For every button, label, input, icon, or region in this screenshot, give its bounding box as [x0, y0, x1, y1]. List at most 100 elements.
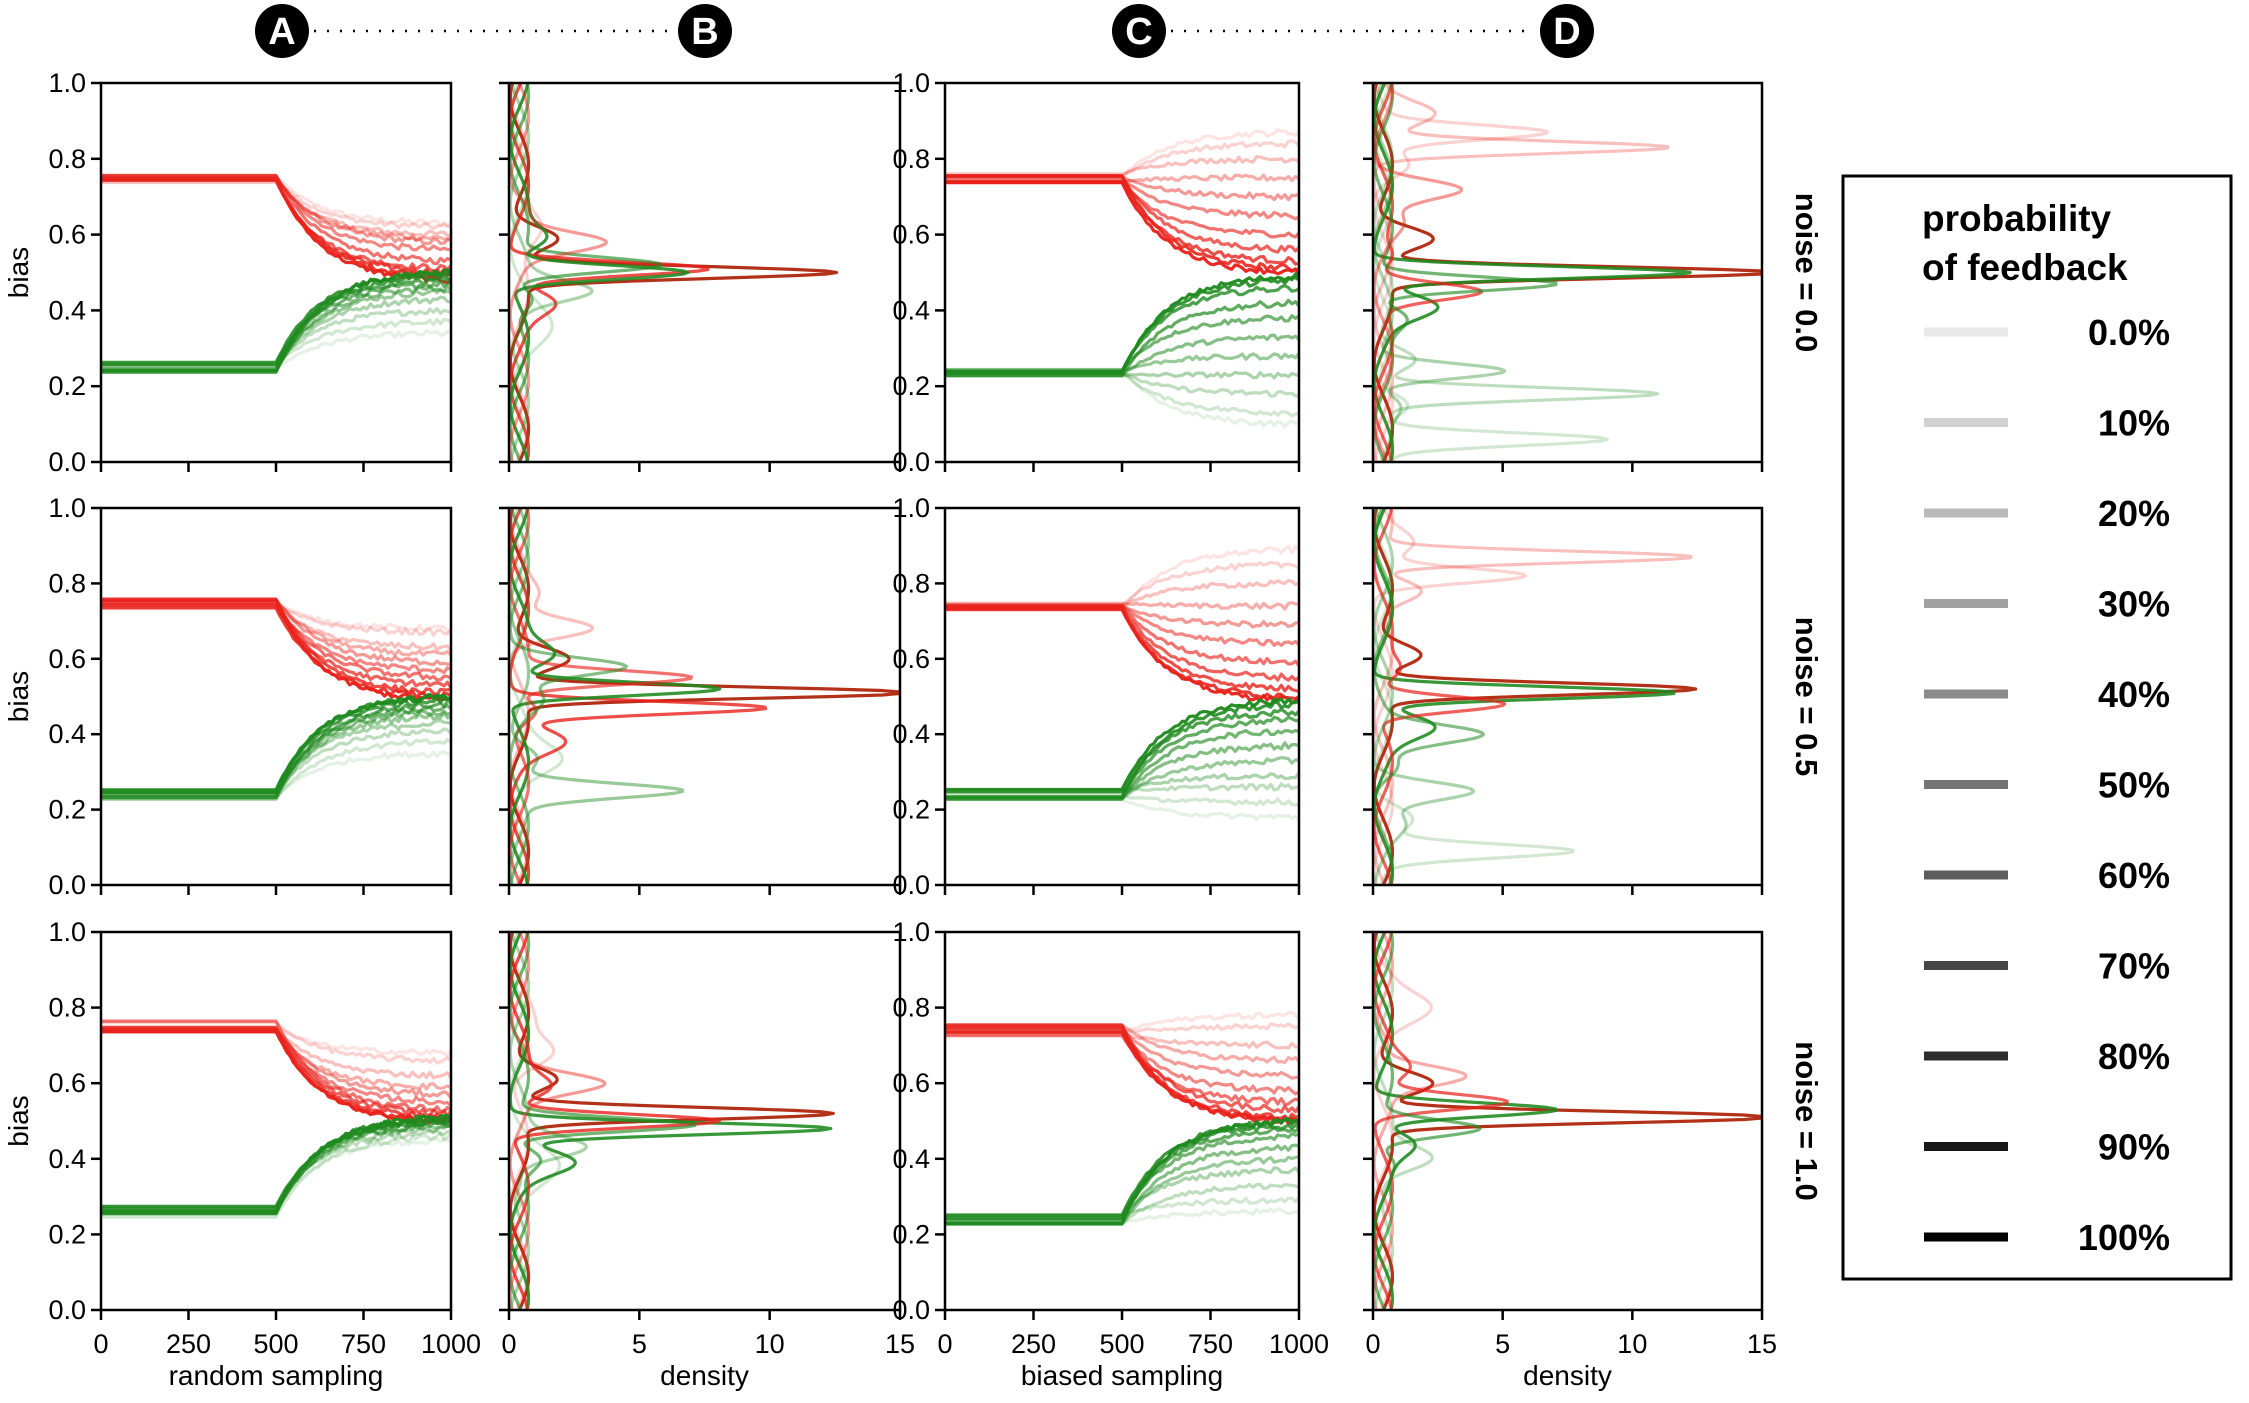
- y-tick-label: 0.2: [892, 795, 930, 825]
- density-red-p40: [1373, 83, 1464, 462]
- trajectory-green-p60: [945, 1132, 1299, 1221]
- trajectory-green-p10: [945, 370, 1299, 418]
- y-tick-label: 0.0: [48, 447, 86, 477]
- trajectory-red-p20: [101, 180, 451, 238]
- density-red-p20: [1373, 508, 1693, 885]
- trajectory-red-p40: [945, 1027, 1299, 1080]
- badge-letter: A: [268, 11, 295, 53]
- y-tick-label: 0.4: [48, 719, 86, 749]
- density-green-p40: [509, 508, 685, 885]
- legend-title-line1: probability: [1922, 198, 2112, 239]
- x-tick-label: 250: [1011, 1329, 1056, 1359]
- trajectory-green-p70: [945, 298, 1299, 378]
- trajectory-red-p10: [945, 139, 1299, 179]
- trajectory-red-p90: [945, 1024, 1299, 1125]
- panel-data: [945, 128, 1299, 429]
- trajectory-red-p10: [101, 1021, 451, 1065]
- legend-label: 90%: [2098, 1127, 2170, 1168]
- x-tick-label: 1000: [1269, 1329, 1329, 1359]
- y-tick-label: 0.4: [892, 1144, 930, 1174]
- trajectory-red-p60: [101, 173, 451, 266]
- legend-entry-8: 80%: [1924, 1036, 2170, 1077]
- trajectory-green-p70: [101, 699, 451, 800]
- x-tick-label: 500: [1099, 1329, 1144, 1359]
- trajectory-red-p40: [945, 604, 1299, 629]
- trajectory-green-p80: [945, 284, 1299, 374]
- y-tick-label: 0.8: [892, 568, 930, 598]
- density-red-p100: [1373, 83, 1762, 462]
- trajectory-green-p40: [945, 756, 1299, 801]
- trajectory-green-p90: [101, 269, 451, 364]
- y-tick-label: 0.8: [892, 144, 930, 174]
- legend-entry-10: 100%: [1924, 1217, 2170, 1258]
- trajectory-green-p30: [945, 1166, 1299, 1217]
- y-axis-label: bias: [3, 247, 34, 298]
- density-green-p60: [509, 83, 663, 462]
- density-red-p10: [1373, 932, 1433, 1310]
- panel-c-row3: 0.0 0.2 0.4 0.6 0.8 1.0 0 250 500 750 1000 biased s…: [892, 917, 1329, 1391]
- y-tick-label: 0.0: [892, 447, 930, 477]
- trajectory-green-p0: [945, 367, 1299, 429]
- density-red-p40: [509, 83, 609, 462]
- trajectory-red-p50: [945, 177, 1299, 221]
- y-tick-label: 0.6: [892, 1068, 930, 1098]
- trajectory-red-p0: [101, 601, 451, 633]
- y-tick-label: 0.6: [892, 220, 930, 250]
- legend: probability of feedback 0.0% 10% 20% 30% 40% 50…: [1841, 174, 2233, 1281]
- trajectory-red-p70: [945, 605, 1299, 682]
- y-tick-label: 0.0: [892, 870, 930, 900]
- trajectory-green-p10: [945, 794, 1299, 807]
- legend-frame: [1841, 174, 2233, 1281]
- legend-label: 60%: [2098, 855, 2170, 896]
- trajectory-green-p100: [101, 693, 451, 792]
- axes-frame: [1371, 930, 1764, 1312]
- density-red-p70: [1373, 932, 1509, 1310]
- trajectory-red-p90: [945, 174, 1299, 273]
- y-tick-label: 0.2: [48, 1219, 86, 1249]
- trajectory-green-p30: [945, 771, 1299, 793]
- density-red-p100: [1373, 508, 1698, 885]
- trajectory-red-p20: [945, 155, 1299, 176]
- trajectory-green-p0: [101, 328, 451, 371]
- badge-a: A: [255, 4, 309, 58]
- badge-letter: D: [1553, 11, 1580, 53]
- density-green-p60: [1373, 932, 1482, 1310]
- density-green-p10: [509, 83, 554, 462]
- y-axis-label: bias: [3, 671, 34, 722]
- density-red-p40: [509, 932, 607, 1310]
- trajectory-red-p40: [101, 597, 451, 667]
- trajectory-red-p30: [945, 601, 1299, 611]
- trajectory-green-p40: [945, 352, 1299, 373]
- x-axis-label: biased sampling: [1021, 1360, 1223, 1391]
- density-green-p10: [509, 508, 564, 885]
- x-tick-label: 0: [1365, 1329, 1380, 1359]
- density-green-p90: [1373, 83, 1692, 462]
- density-red-p10: [509, 83, 544, 462]
- panel-b-row2: [499, 506, 902, 895]
- trajectory-red-p50: [945, 1030, 1299, 1096]
- density-red-p10: [509, 932, 556, 1310]
- density-red-p30: [1373, 932, 1468, 1310]
- trajectory-red-p70: [945, 174, 1299, 254]
- axes-frame: [943, 930, 1301, 1312]
- legend-label: 70%: [2098, 946, 2170, 987]
- trajectory-red-p100: [101, 1030, 451, 1125]
- trajectory-green-p40: [945, 1155, 1299, 1226]
- y-tick-label: 0.6: [48, 644, 86, 674]
- panel-data: [101, 1019, 451, 1219]
- density-red-p100: [509, 508, 900, 885]
- density-red-p20: [509, 508, 595, 885]
- y-tick-label: 1.0: [892, 68, 930, 98]
- density-green-p50: [509, 508, 628, 885]
- density-green-p90: [1373, 932, 1558, 1310]
- panel-data: [1373, 508, 1698, 885]
- legend-label: 40%: [2098, 674, 2170, 715]
- x-tick-label: 0: [501, 1329, 516, 1359]
- trajectory-red-p10: [945, 560, 1299, 607]
- badge-letter: B: [691, 11, 718, 53]
- trajectory-red-p30: [101, 176, 451, 242]
- trajectory-red-p80: [945, 180, 1299, 266]
- panel-data: [509, 508, 900, 885]
- trajectory-green-p30: [101, 295, 451, 370]
